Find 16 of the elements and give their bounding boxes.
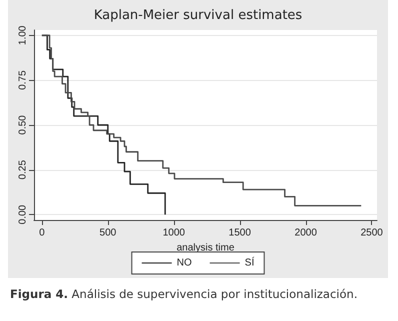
y-tick-label: 1.00 bbox=[18, 25, 28, 46]
y-tick-label: 0.50 bbox=[18, 114, 28, 135]
x-tick-label: 1500 bbox=[228, 228, 252, 238]
x-tick-label: 500 bbox=[100, 228, 117, 238]
x-tick-label: 2000 bbox=[294, 228, 318, 238]
chart-title: Kaplan-Meier survival estimates bbox=[94, 8, 302, 23]
text: Figura 4. Análisis de supervivencia por institucionalización. bbox=[10, 287, 358, 301]
y-tick-label: 0.75 bbox=[18, 70, 28, 90]
x-tick-label: 0 bbox=[39, 228, 46, 238]
y-tick-label: 0.25 bbox=[18, 160, 28, 180]
x-tick-label: 2500 bbox=[360, 228, 384, 238]
legend-label: NO bbox=[176, 258, 192, 268]
legend-label: SÍ bbox=[244, 256, 254, 268]
x-tick-label: 1000 bbox=[162, 228, 186, 238]
y-tick-label: 0.00 bbox=[18, 204, 28, 224]
x-axis-title: analysis time bbox=[176, 242, 235, 254]
